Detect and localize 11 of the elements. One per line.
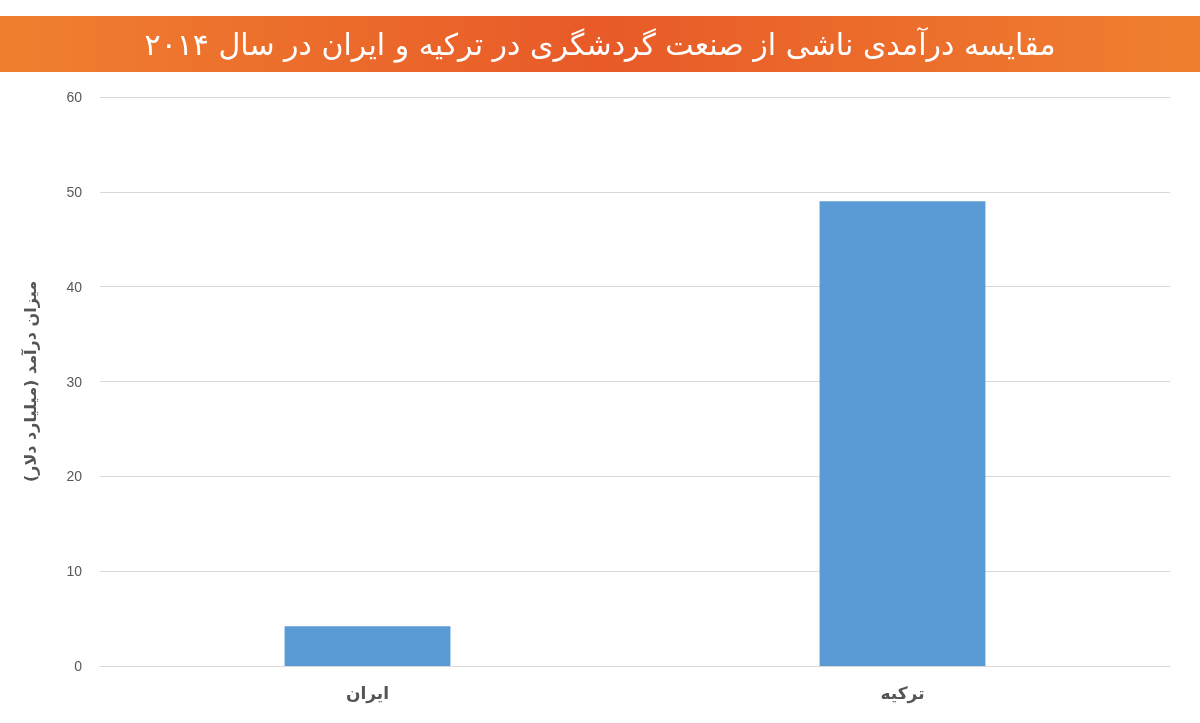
y-tick-label: 50 [66,183,83,200]
x-tick-label: ترکیه [880,682,925,704]
y-tick-label: 30 [66,373,83,390]
y-tick-label: 0 [74,658,83,674]
chart-title: مقایسه درآمدی ناشی از صنعت گردشگری در ترکیه و ایران در سال ۲۰۱۴ [0,16,1200,72]
x-tick-label: ایران [345,682,390,704]
y-tick-label: 60 [66,89,83,105]
y-axis-title: میزان درآمد (میلیارد دلار) [19,280,40,483]
y-tick-label: 40 [66,278,83,295]
y-tick-label: 20 [66,468,83,485]
y-tick-label: 10 [66,563,83,580]
